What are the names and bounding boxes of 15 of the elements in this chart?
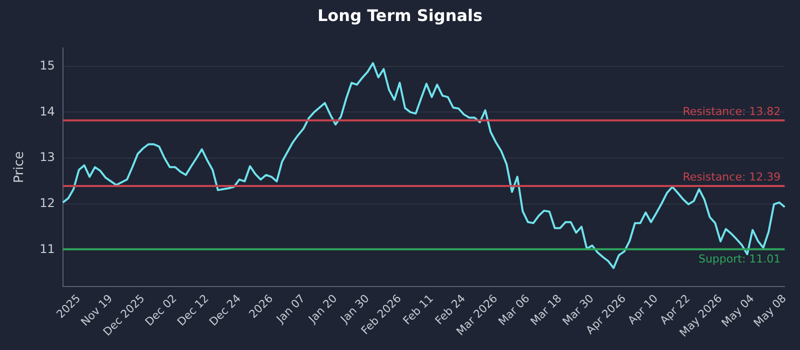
y-tick-label: 12 xyxy=(40,196,55,210)
y-tick-label: 13 xyxy=(40,150,55,164)
y-tick-label: 15 xyxy=(40,58,55,72)
ref-line-label: Resistance: 12.39 xyxy=(682,170,781,184)
chart-title: Long Term Signals xyxy=(316,6,484,25)
ref-line-label: Resistance: 13.82 xyxy=(682,104,781,118)
x-tick-label: Jan 20 xyxy=(305,292,340,326)
y-tick-label: 14 xyxy=(40,104,55,118)
y-axis-title: Price xyxy=(12,151,28,184)
y-tick-label: 11 xyxy=(40,242,55,256)
ref-line-label: Support: 11.01 xyxy=(698,252,781,266)
x-tick-label: Jan 07 xyxy=(273,292,308,326)
x-tick-label: Apr 10 xyxy=(625,292,660,327)
x-tick-label: Feb 11 xyxy=(400,292,436,328)
x-tick-label: Dec 24 xyxy=(206,292,244,329)
